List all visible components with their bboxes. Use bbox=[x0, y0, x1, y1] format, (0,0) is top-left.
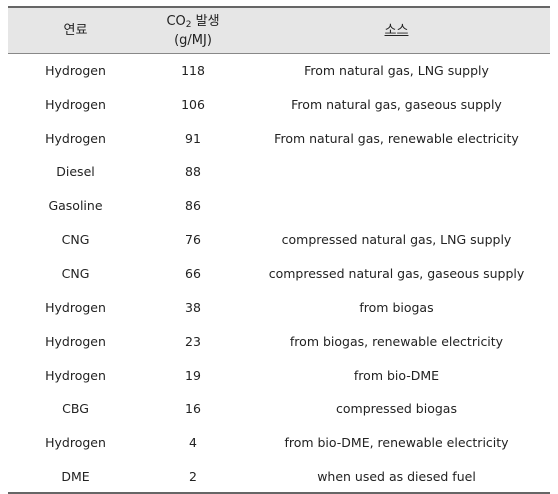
cell-co2: 2 bbox=[189, 468, 197, 484]
cell-co2: 118 bbox=[181, 63, 205, 79]
header-co2-unit: (g/MJ) bbox=[174, 32, 212, 48]
table-row: CNG 66 compressed natural gas, gaseous sup… bbox=[8, 257, 550, 291]
cell-co2: 16 bbox=[185, 401, 201, 417]
cell-co2: 19 bbox=[185, 367, 201, 383]
cell-fuel: CNG bbox=[61, 232, 90, 248]
cell-fuel: Hydrogen bbox=[45, 333, 106, 349]
cell-co2: 86 bbox=[185, 198, 201, 214]
table-row: Hydrogen 38 from biogas bbox=[8, 290, 550, 324]
cell-fuel: Hydrogen bbox=[45, 435, 106, 451]
cell-fuel: CBG bbox=[62, 401, 89, 417]
cell-source: From natural gas, LNG supply bbox=[304, 63, 489, 79]
cell-fuel: Hydrogen bbox=[45, 299, 106, 315]
table-row: Hydrogen 4 from bio-DME, renewable electri… bbox=[8, 426, 550, 460]
table-row: Diesel 88 bbox=[8, 155, 550, 189]
cell-source: compressed biogas bbox=[336, 401, 457, 417]
cell-co2: 88 bbox=[185, 164, 201, 180]
table-body: Hydrogen 118 From natural gas, LNG supply H… bbox=[8, 54, 550, 494]
table-header: 연료 CO2 발생 (g/MJ) 소스 bbox=[8, 7, 550, 54]
cell-source: From natural gas, gaseous supply bbox=[291, 96, 502, 112]
cell-source: from bio-DME bbox=[353, 367, 440, 383]
cell-co2: 106 bbox=[181, 96, 205, 112]
cell-fuel: CNG bbox=[61, 265, 90, 281]
cell-co2: 38 bbox=[185, 299, 201, 315]
cell-fuel: Gasoline bbox=[48, 198, 103, 214]
table-row: Hydrogen 23 from biogas, renewable electri… bbox=[8, 324, 550, 358]
cell-source: from biogas, renewable electricity bbox=[289, 333, 504, 349]
table-row: Gasoline 86 bbox=[8, 189, 550, 223]
table-row: Hydrogen 19 from bio-DME bbox=[8, 358, 550, 392]
cell-source: from biogas bbox=[359, 299, 434, 315]
cell-source bbox=[243, 155, 550, 189]
header-source: 소스 bbox=[243, 7, 550, 54]
cell-source: From natural gas, renewable electricity bbox=[274, 130, 519, 146]
header-fuel: 연료 bbox=[63, 23, 88, 38]
table-row: Hydrogen 106 From natural gas, gaseous sup… bbox=[8, 87, 550, 121]
table-row: CBG 16 compressed biogas bbox=[8, 392, 550, 426]
cell-co2: 23 bbox=[185, 333, 201, 349]
cell-source: when used as diesed fuel bbox=[317, 468, 476, 484]
table-row: DME 2 when used as diesed fuel bbox=[8, 460, 550, 494]
header-co2: CO2 발생 (g/MJ) bbox=[143, 7, 243, 54]
header-source-label: 소스 bbox=[384, 23, 409, 38]
cell-source: compressed natural gas, gaseous supply bbox=[268, 265, 525, 281]
cell-co2: 76 bbox=[185, 232, 201, 248]
cell-fuel: DME bbox=[61, 468, 90, 484]
table-row: Hydrogen 91 From natural gas, renewable el… bbox=[8, 121, 550, 155]
cell-fuel: Diesel bbox=[56, 164, 95, 180]
header-row: 연료 CO2 발생 (g/MJ) 소스 bbox=[8, 7, 550, 54]
cell-source: compressed natural gas, LNG supply bbox=[281, 232, 512, 248]
cell-co2: 4 bbox=[189, 435, 197, 451]
cell-fuel: Hydrogen bbox=[45, 130, 106, 146]
cell-fuel: Hydrogen bbox=[45, 96, 106, 112]
table-row: Hydrogen 118 From natural gas, LNG supply bbox=[8, 54, 550, 88]
fuel-co2-table: 연료 CO2 발생 (g/MJ) 소스 Hydrogen 118 From natu… bbox=[8, 6, 550, 494]
header-co2-main: CO bbox=[166, 13, 186, 29]
header-co2-rest: 발생 bbox=[191, 13, 220, 29]
cell-fuel: Hydrogen bbox=[45, 367, 106, 383]
table-row: CNG 76 compressed natural gas, LNG supply bbox=[8, 223, 550, 257]
cell-fuel: Hydrogen bbox=[45, 63, 106, 79]
cell-source: from bio-DME, renewable electricity bbox=[284, 435, 509, 451]
fuel-co2-table-container: 연료 CO2 발생 (g/MJ) 소스 Hydrogen 118 From natu… bbox=[8, 6, 550, 494]
header-co2-sub: 2 bbox=[185, 19, 192, 30]
cell-source bbox=[243, 189, 550, 223]
cell-co2: 91 bbox=[185, 130, 201, 146]
cell-co2: 66 bbox=[185, 265, 201, 281]
